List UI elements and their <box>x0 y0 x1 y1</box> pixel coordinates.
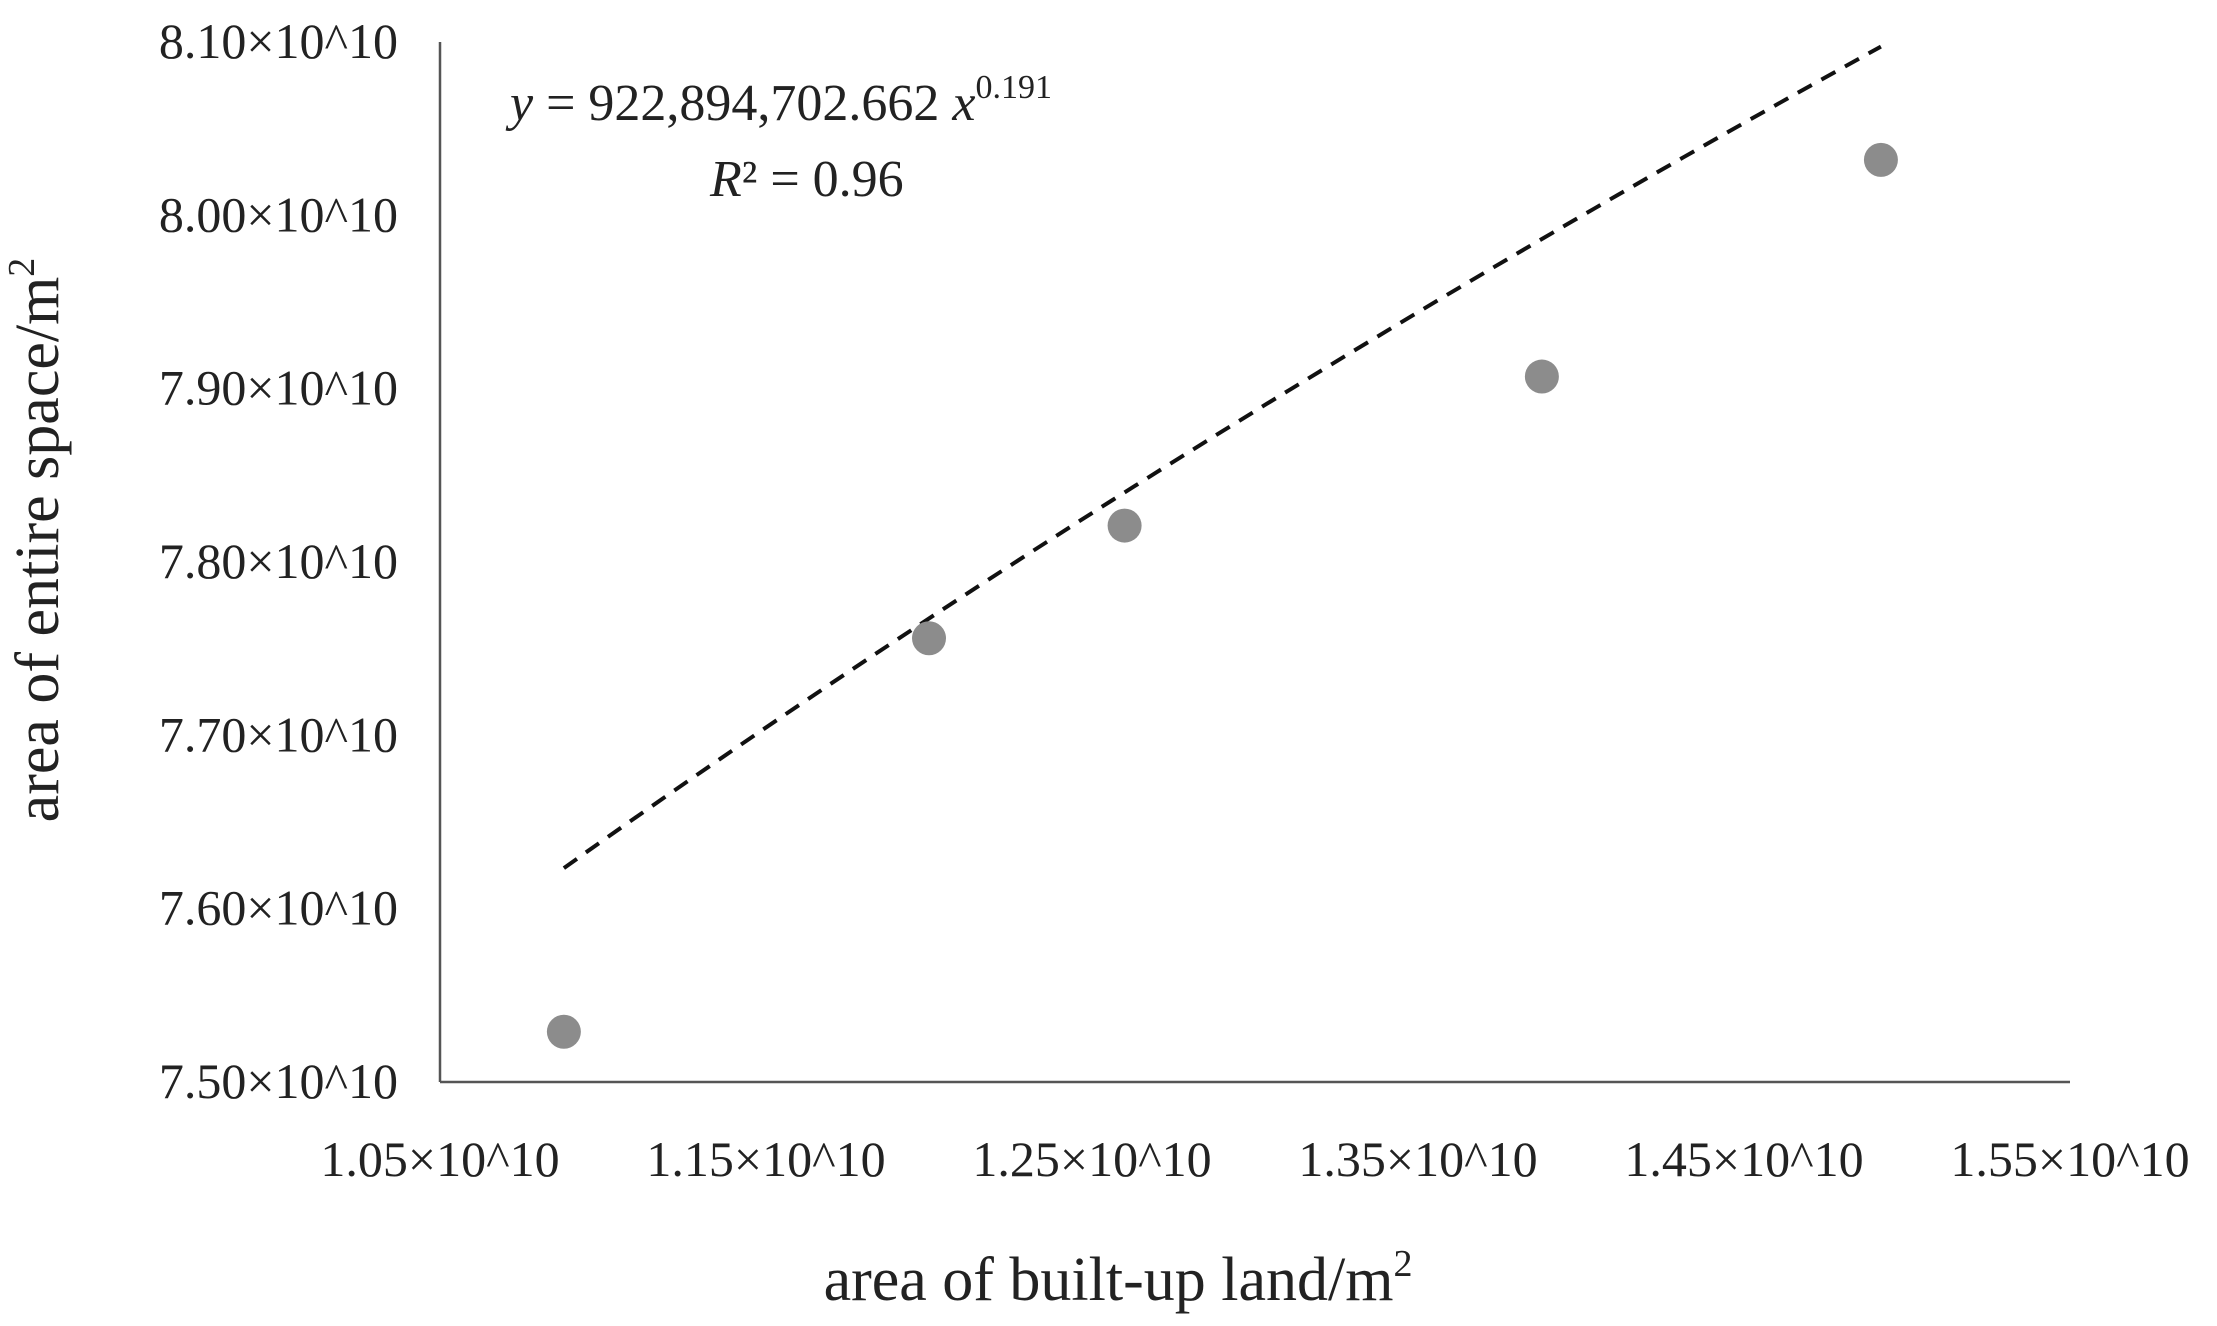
chart-axes <box>438 42 2070 1084</box>
equation-x: x <box>951 75 975 132</box>
x-tick-label: 1.35×10^10 <box>1298 1131 1537 1187</box>
data-points <box>546 142 1898 1049</box>
r-squared-label: R² = 0.96 <box>709 151 904 208</box>
trendline <box>562 44 1882 870</box>
data-point <box>1107 508 1142 543</box>
x-axis-title-superscript: 2 <box>1393 1243 1412 1285</box>
trendline-group <box>562 44 1882 870</box>
x-tick-label: 1.55×10^10 <box>1950 1131 2189 1187</box>
y-axis-title: area of entire space/m2 <box>1 258 72 823</box>
r-squared-value: ² = 0.96 <box>742 151 904 208</box>
y-tick-labels: 7.50×10^10 7.60×10^10 7.70×10^10 7.80×10^10… <box>159 13 398 1109</box>
x-tick-label: 1.45×10^10 <box>1624 1131 1863 1187</box>
y-tick-label: 8.00×10^10 <box>159 186 398 242</box>
x-tick-label: 1.25×10^10 <box>972 1131 1211 1187</box>
x-tick-label: 1.15×10^10 <box>646 1131 885 1187</box>
y-tick-label: 7.70×10^10 <box>159 706 398 762</box>
data-point <box>546 1014 581 1049</box>
y-axis-title-text: area of entire space/m <box>4 277 72 823</box>
r-squared-symbol: R <box>709 151 742 208</box>
y-tick-label: 7.90×10^10 <box>159 360 398 416</box>
data-point <box>912 621 946 656</box>
y-tick-label: 8.10×10^10 <box>159 13 398 69</box>
equation-coefficient: = 922,894,702.662 <box>533 75 952 132</box>
data-point <box>1863 142 1898 177</box>
y-axis-title-superscript: 2 <box>1 258 43 277</box>
trendline-equation: y = 922,894,702.662 x0.191 <box>505 69 1052 132</box>
x-axis-title-text: area of built-up land/m <box>824 1246 1394 1314</box>
y-tick-label: 7.60×10^10 <box>159 880 398 936</box>
data-point <box>1524 359 1559 394</box>
x-tick-label: 1.05×10^10 <box>320 1131 559 1187</box>
y-tick-label: 7.80×10^10 <box>159 533 398 589</box>
equation-exponent: 0.191 <box>976 69 1053 106</box>
y-tick-label: 7.50×10^10 <box>159 1053 398 1109</box>
x-tick-labels: 1.05×10^10 1.15×10^10 1.25×10^10 1.35×10^10… <box>320 1131 2189 1187</box>
x-axis-title: area of built-up land/m2 <box>824 1243 1413 1314</box>
equation-y: y <box>505 75 534 132</box>
